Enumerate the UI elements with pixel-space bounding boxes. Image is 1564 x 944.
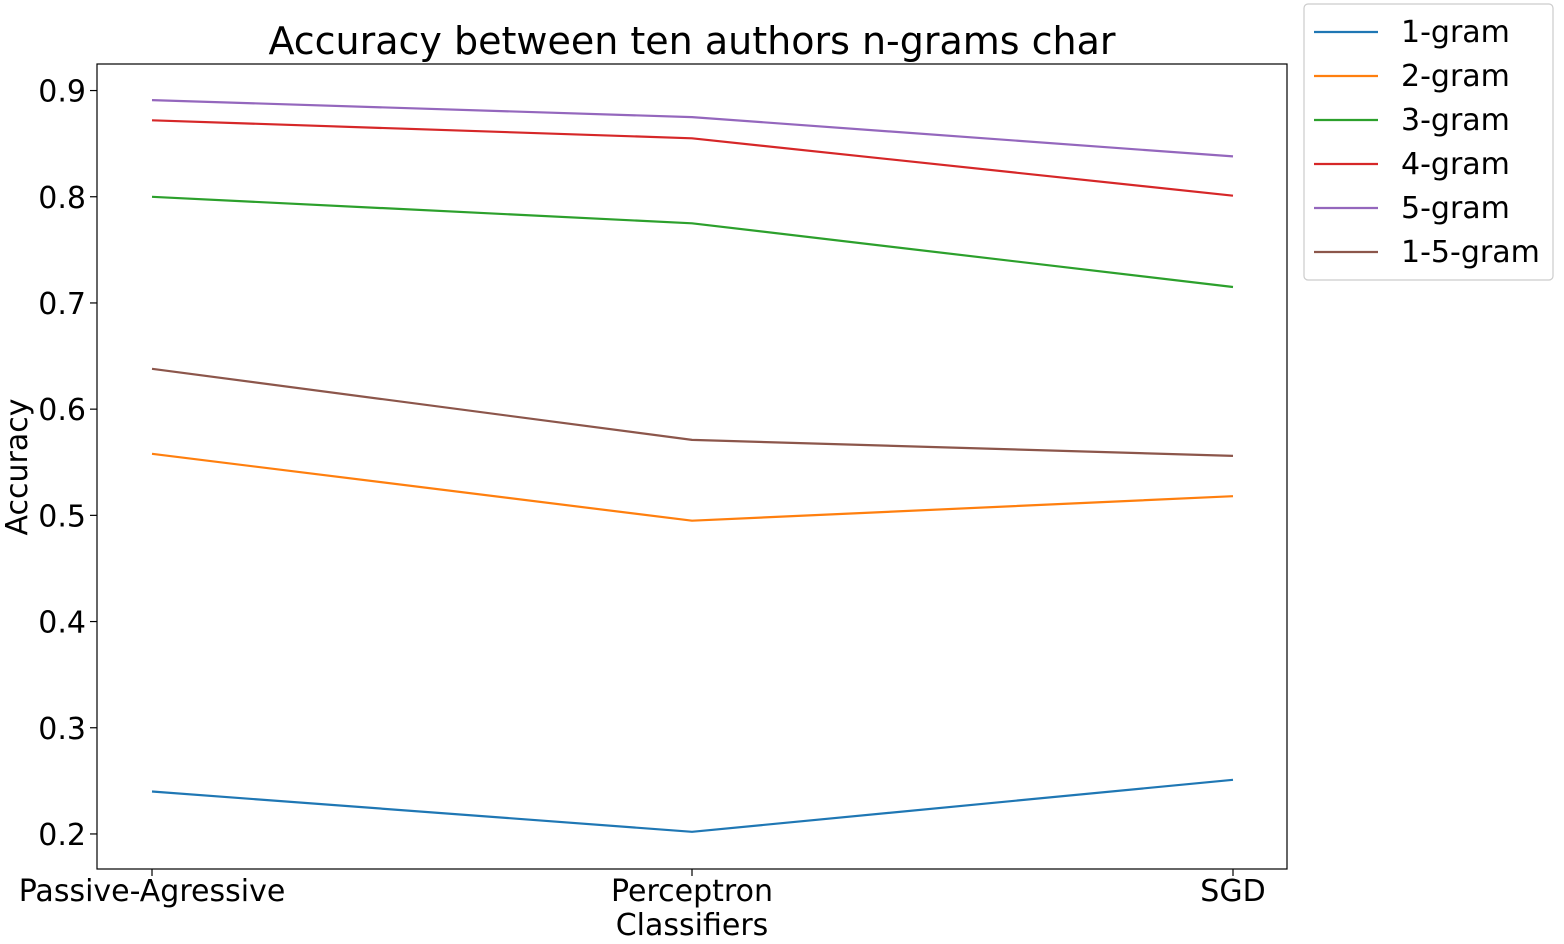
y-axis: 0.2 0.3 0.4 0.5 0.6 0.7 0.8 0.9: [38, 75, 97, 853]
series-line-1-gram: [151, 778, 1234, 833]
x-axis: Passive-Agressive Perceptron SGD: [19, 869, 1266, 909]
y-tick-label: 0.5: [38, 499, 86, 534]
plot-frame: [96, 63, 1288, 870]
y-tick-label: 0.4: [38, 606, 86, 641]
legend-label: 5-gram: [1401, 191, 1510, 226]
series-line-1-5-gram: [151, 367, 1234, 457]
legend-frame: [1303, 3, 1554, 281]
chart-title: Accuracy between ten authors n-grams cha…: [268, 19, 1115, 63]
legend-label: 4-gram: [1401, 147, 1510, 182]
series-line-3-gram: [151, 195, 1234, 289]
y-tick-label: 0.3: [38, 712, 86, 747]
legend-label: 1-5-gram: [1401, 235, 1540, 270]
legend-label: 3-gram: [1401, 103, 1510, 138]
series-line-5-gram: [151, 99, 1234, 158]
y-tick-label: 0.9: [38, 75, 86, 110]
series-layer: [151, 99, 1234, 833]
y-axis-label: Accuracy: [0, 399, 35, 536]
y-tick-label: 0.8: [38, 181, 86, 216]
x-tick-label: SGD: [1200, 874, 1265, 909]
x-axis-label: Classifiers: [616, 908, 769, 943]
legend: 1-gram 2-gram 3-gram 4-gram 5-gram 1-5-gram: [1303, 3, 1554, 281]
series-line-2-gram: [151, 452, 1234, 522]
x-tick-label: Passive-Agressive: [19, 874, 286, 909]
series-line-4-gram: [151, 119, 1234, 197]
y-tick-label: 0.2: [38, 818, 86, 853]
legend-label: 1-gram: [1401, 15, 1510, 50]
x-tick-label: Perceptron: [611, 874, 773, 909]
y-tick-label: 0.7: [38, 287, 86, 322]
y-tick-label: 0.6: [38, 393, 86, 428]
legend-label: 2-gram: [1401, 59, 1510, 94]
